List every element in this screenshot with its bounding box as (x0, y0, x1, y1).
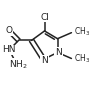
Text: N: N (41, 56, 48, 65)
Text: Cl: Cl (40, 13, 49, 22)
Text: NH$_2$: NH$_2$ (9, 58, 28, 71)
Text: CH$_3$: CH$_3$ (74, 52, 90, 65)
Text: HN: HN (3, 45, 16, 54)
Text: CH$_3$: CH$_3$ (74, 26, 90, 38)
Text: N: N (55, 48, 62, 57)
Text: O: O (6, 26, 13, 35)
